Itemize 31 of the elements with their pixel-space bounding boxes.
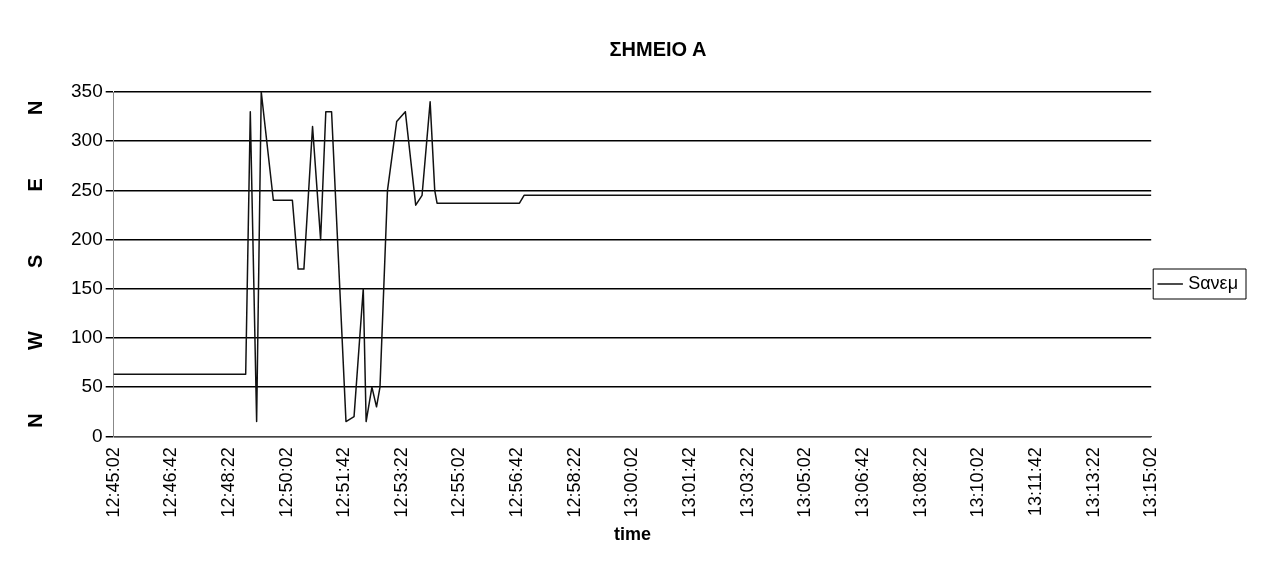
x-tick-label: 13:06:42 — [851, 447, 872, 518]
x-axis-title: time — [613, 524, 651, 545]
x-tick-label: 12:45:02 — [102, 447, 123, 518]
y-tick-label: 50 — [81, 375, 103, 397]
x-tick-label: 13:10:02 — [967, 447, 988, 518]
y-tick-label: 300 — [71, 129, 103, 151]
x-tick-label: 12:46:42 — [160, 447, 181, 518]
x-tick-label: 12:56:42 — [506, 447, 527, 518]
legend-label: Sανεμ — [1188, 272, 1238, 293]
x-tick-label: 12:55:02 — [448, 447, 469, 518]
x-tick-label: 13:08:22 — [909, 447, 930, 518]
x-tick-label: 12:58:22 — [563, 447, 584, 518]
chart-title: ΣΗΜΕΙΟ Α — [609, 37, 707, 60]
x-tick-label: 13:15:02 — [1140, 447, 1161, 518]
y-tick-label: 200 — [71, 227, 103, 249]
x-tick-label: 12:48:22 — [217, 447, 238, 518]
x-tick-label: 12:50:02 — [275, 447, 296, 518]
x-tick-label: 13:03:22 — [736, 447, 757, 518]
y-tick-label: 100 — [71, 326, 103, 348]
y-axis-title: N W S E N — [23, 71, 46, 428]
y-tick-label: 350 — [71, 80, 103, 102]
x-tick-label: 13:05:02 — [794, 447, 815, 518]
x-tick-label: 13:11:42 — [1024, 447, 1045, 517]
y-tick-label: 0 — [92, 424, 103, 446]
y-tick-label: 250 — [71, 178, 103, 200]
x-tick-label: 12:53:22 — [390, 447, 411, 518]
y-tick-label: 150 — [71, 277, 103, 298]
x-tick-label: 13:01:42 — [679, 447, 700, 518]
x-tick-label: 13:00:02 — [621, 447, 642, 518]
x-tick-label: 13:13:22 — [1082, 447, 1103, 518]
x-tick-label: 12:51:42 — [333, 447, 354, 518]
